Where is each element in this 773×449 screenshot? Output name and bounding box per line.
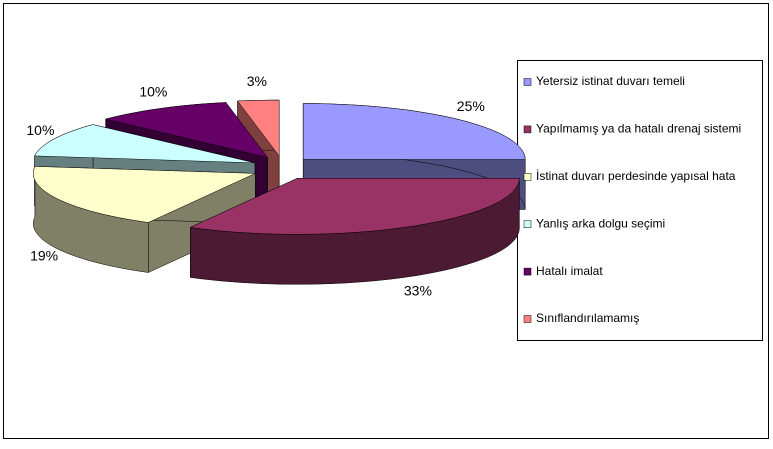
slice — [33, 166, 256, 223]
legend-swatch — [523, 78, 532, 86]
legend-label: Sınıflandırılamamış — [536, 311, 639, 325]
slice — [302, 103, 526, 160]
legend-label: İstinat duvarı perdesinde yapısal hata — [536, 169, 736, 183]
legend-label: Yanlış arka dolgu seçimi — [536, 216, 665, 230]
legend-swatch — [523, 220, 532, 228]
data-label: 25% — [457, 98, 485, 114]
slice — [237, 99, 280, 157]
slice — [34, 124, 255, 164]
slice — [105, 102, 269, 158]
data-label: 19% — [30, 248, 58, 264]
data-label: 10% — [139, 83, 167, 99]
legend-box — [517, 60, 763, 341]
data-label: 3% — [247, 73, 267, 89]
legend-swatch — [523, 173, 532, 181]
legend-label: Yetersiz istinat duvarı temeli — [536, 74, 685, 88]
data-label: 10% — [26, 122, 54, 138]
legend-swatch — [523, 315, 532, 323]
legend-label: Yapılmamış ya da hatalı drenaj sistemi — [536, 122, 741, 136]
legend-swatch — [523, 125, 532, 134]
legend-label: Hatalı imalat — [536, 264, 603, 278]
legend-swatch — [523, 267, 532, 276]
slice — [189, 178, 520, 235]
data-label: 33% — [404, 283, 432, 299]
